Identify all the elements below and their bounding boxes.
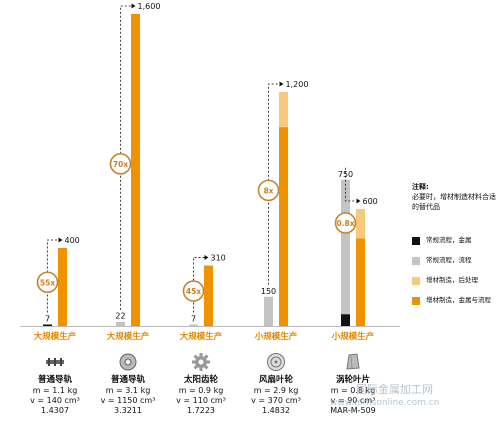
am-value-label: 1,200 xyxy=(286,80,309,89)
conventional-metal-bar xyxy=(341,314,350,326)
part-name: 普通导轨 xyxy=(110,375,145,385)
conventional-value-label: 22 xyxy=(115,312,125,321)
am-bar xyxy=(204,265,213,326)
dashed-connector xyxy=(268,83,280,285)
am-bar xyxy=(131,14,140,326)
connector-arrowhead xyxy=(279,81,284,87)
conventional-value-label: 7 xyxy=(191,315,196,324)
turbine-blade-icon xyxy=(346,353,360,370)
part-name: 涡轮叶片 xyxy=(335,375,370,385)
gear-icon xyxy=(192,353,210,371)
part-volume: v = 1150 cm³ xyxy=(100,396,156,405)
factor-ring xyxy=(109,153,132,175)
legend-label: 增材制造，金属与流程 xyxy=(426,296,491,304)
connector-arrowhead xyxy=(131,3,136,9)
part-description: 风扇叶轮 m = 2.9 kg v = 370 cm³ 1.4832 xyxy=(233,375,319,416)
rail-icon xyxy=(46,358,64,366)
part-name: 风扇叶轮 xyxy=(258,375,293,385)
category-label: 小规模生产 xyxy=(331,332,375,342)
legend-swatch xyxy=(412,277,420,285)
am-value-label: 600 xyxy=(363,197,378,206)
factor-label: 55x xyxy=(40,278,55,287)
factor-label: 45x xyxy=(186,287,201,296)
legend-item: 常规流程，金属 xyxy=(412,236,500,245)
part-mass: m = 1.1 kg xyxy=(32,386,78,395)
dashed-connector xyxy=(120,5,132,310)
part-mass: m = 0.9 kg xyxy=(178,386,224,395)
am-bar xyxy=(279,127,288,326)
part-code: 3.3211 xyxy=(114,406,142,415)
connector-arrowhead xyxy=(204,255,209,261)
note-text: 必要时，增材制造材料合适的替代品 xyxy=(412,193,496,211)
part-volume: v = 90 cm³ xyxy=(330,396,376,405)
am-value-label: 400 xyxy=(65,236,80,245)
part-name: 太阳齿轮 xyxy=(183,375,218,385)
category-label: 大规模生产 xyxy=(33,332,77,342)
watermark-url: www.mmsonline.com.cn xyxy=(330,398,440,408)
part-code: 1.4307 xyxy=(41,406,69,415)
conventional-value-label: 150 xyxy=(261,287,276,296)
part-code: 1.7223 xyxy=(187,406,215,415)
part-mass: m = 2.9 kg xyxy=(253,386,299,395)
legend-item: 增材制造，后处理 xyxy=(412,276,500,285)
factor-ring xyxy=(334,212,357,234)
factor-label: 0.8x xyxy=(336,219,354,228)
part-name: 普通导轨 xyxy=(37,375,72,385)
am-value-label: 1,600 xyxy=(138,2,161,11)
disc-guide-icon xyxy=(119,353,137,371)
part-mass: m = 3.1 kg xyxy=(105,386,151,395)
conventional-value-label: 750 xyxy=(338,170,353,179)
factor-ring xyxy=(36,271,59,294)
conventional-value-label: 7 xyxy=(45,315,50,324)
legend-label: 增材制造，后处理 xyxy=(426,276,478,284)
part-description: 普通导轨 m = 1.1 kg v = 140 cm³ 1.4307 xyxy=(12,375,98,416)
part-code: 1.4832 xyxy=(262,406,290,415)
legend-swatch xyxy=(412,297,420,305)
watermark-title: 国际金属加工网 xyxy=(356,383,433,396)
conventional-bar xyxy=(341,179,350,326)
am-post-bar xyxy=(279,92,288,128)
conventional-bar xyxy=(116,321,125,326)
legend-swatch xyxy=(412,257,420,265)
connector-arrowhead xyxy=(58,237,63,243)
part-description: 普通导轨 m = 3.1 kg v = 1150 cm³ 3.3211 xyxy=(85,375,171,416)
part-description: 太阳齿轮 m = 0.9 kg v = 110 cm³ 1.7223 xyxy=(158,375,244,416)
conventional-bar xyxy=(43,324,52,326)
am-value-label: 310 xyxy=(211,254,226,263)
note: 注释: 必要时，增材制造材料合适的替代品 xyxy=(412,182,498,212)
legend-item: 常规流程，流程 xyxy=(412,256,500,265)
part-volume: v = 370 cm³ xyxy=(251,396,301,405)
dashed-connector xyxy=(345,167,357,202)
category-label: 大规模生产 xyxy=(106,332,150,342)
legend: 常规流程，金属 常规流程，流程 增材制造，后处理 增材制造，金属与流程 xyxy=(412,236,500,316)
factor-ring xyxy=(182,280,205,302)
category-label: 大规模生产 xyxy=(179,332,223,342)
legend-label: 常规流程，金属 xyxy=(426,236,472,244)
connector-arrowhead xyxy=(356,198,361,204)
note-title: 注释: xyxy=(412,183,429,191)
legend-label: 常规流程，流程 xyxy=(426,256,472,264)
am-bar xyxy=(58,248,67,326)
part-volume: v = 140 cm³ xyxy=(30,396,80,405)
part-description: 涡轮叶片 m = 0.8 kg v = 90 cm³ MAR-M-509 xyxy=(310,375,396,416)
part-volume: v = 110 cm³ xyxy=(176,396,226,405)
fan-wheel-icon xyxy=(267,353,285,371)
part-code: MAR-M-509 xyxy=(330,406,376,415)
am-bar xyxy=(356,238,365,326)
am-post-bar xyxy=(356,209,365,239)
category-label: 小规模生产 xyxy=(254,332,298,342)
legend-swatch xyxy=(412,237,420,245)
legend-item: 增材制造，金属与流程 xyxy=(412,296,500,305)
conventional-bar xyxy=(264,296,273,326)
part-mass: m = 0.8 kg xyxy=(330,386,376,395)
factor-ring xyxy=(257,179,280,202)
conventional-bar xyxy=(189,324,198,326)
factor-label: 8x xyxy=(263,186,273,195)
factor-label: 70x xyxy=(113,160,128,169)
